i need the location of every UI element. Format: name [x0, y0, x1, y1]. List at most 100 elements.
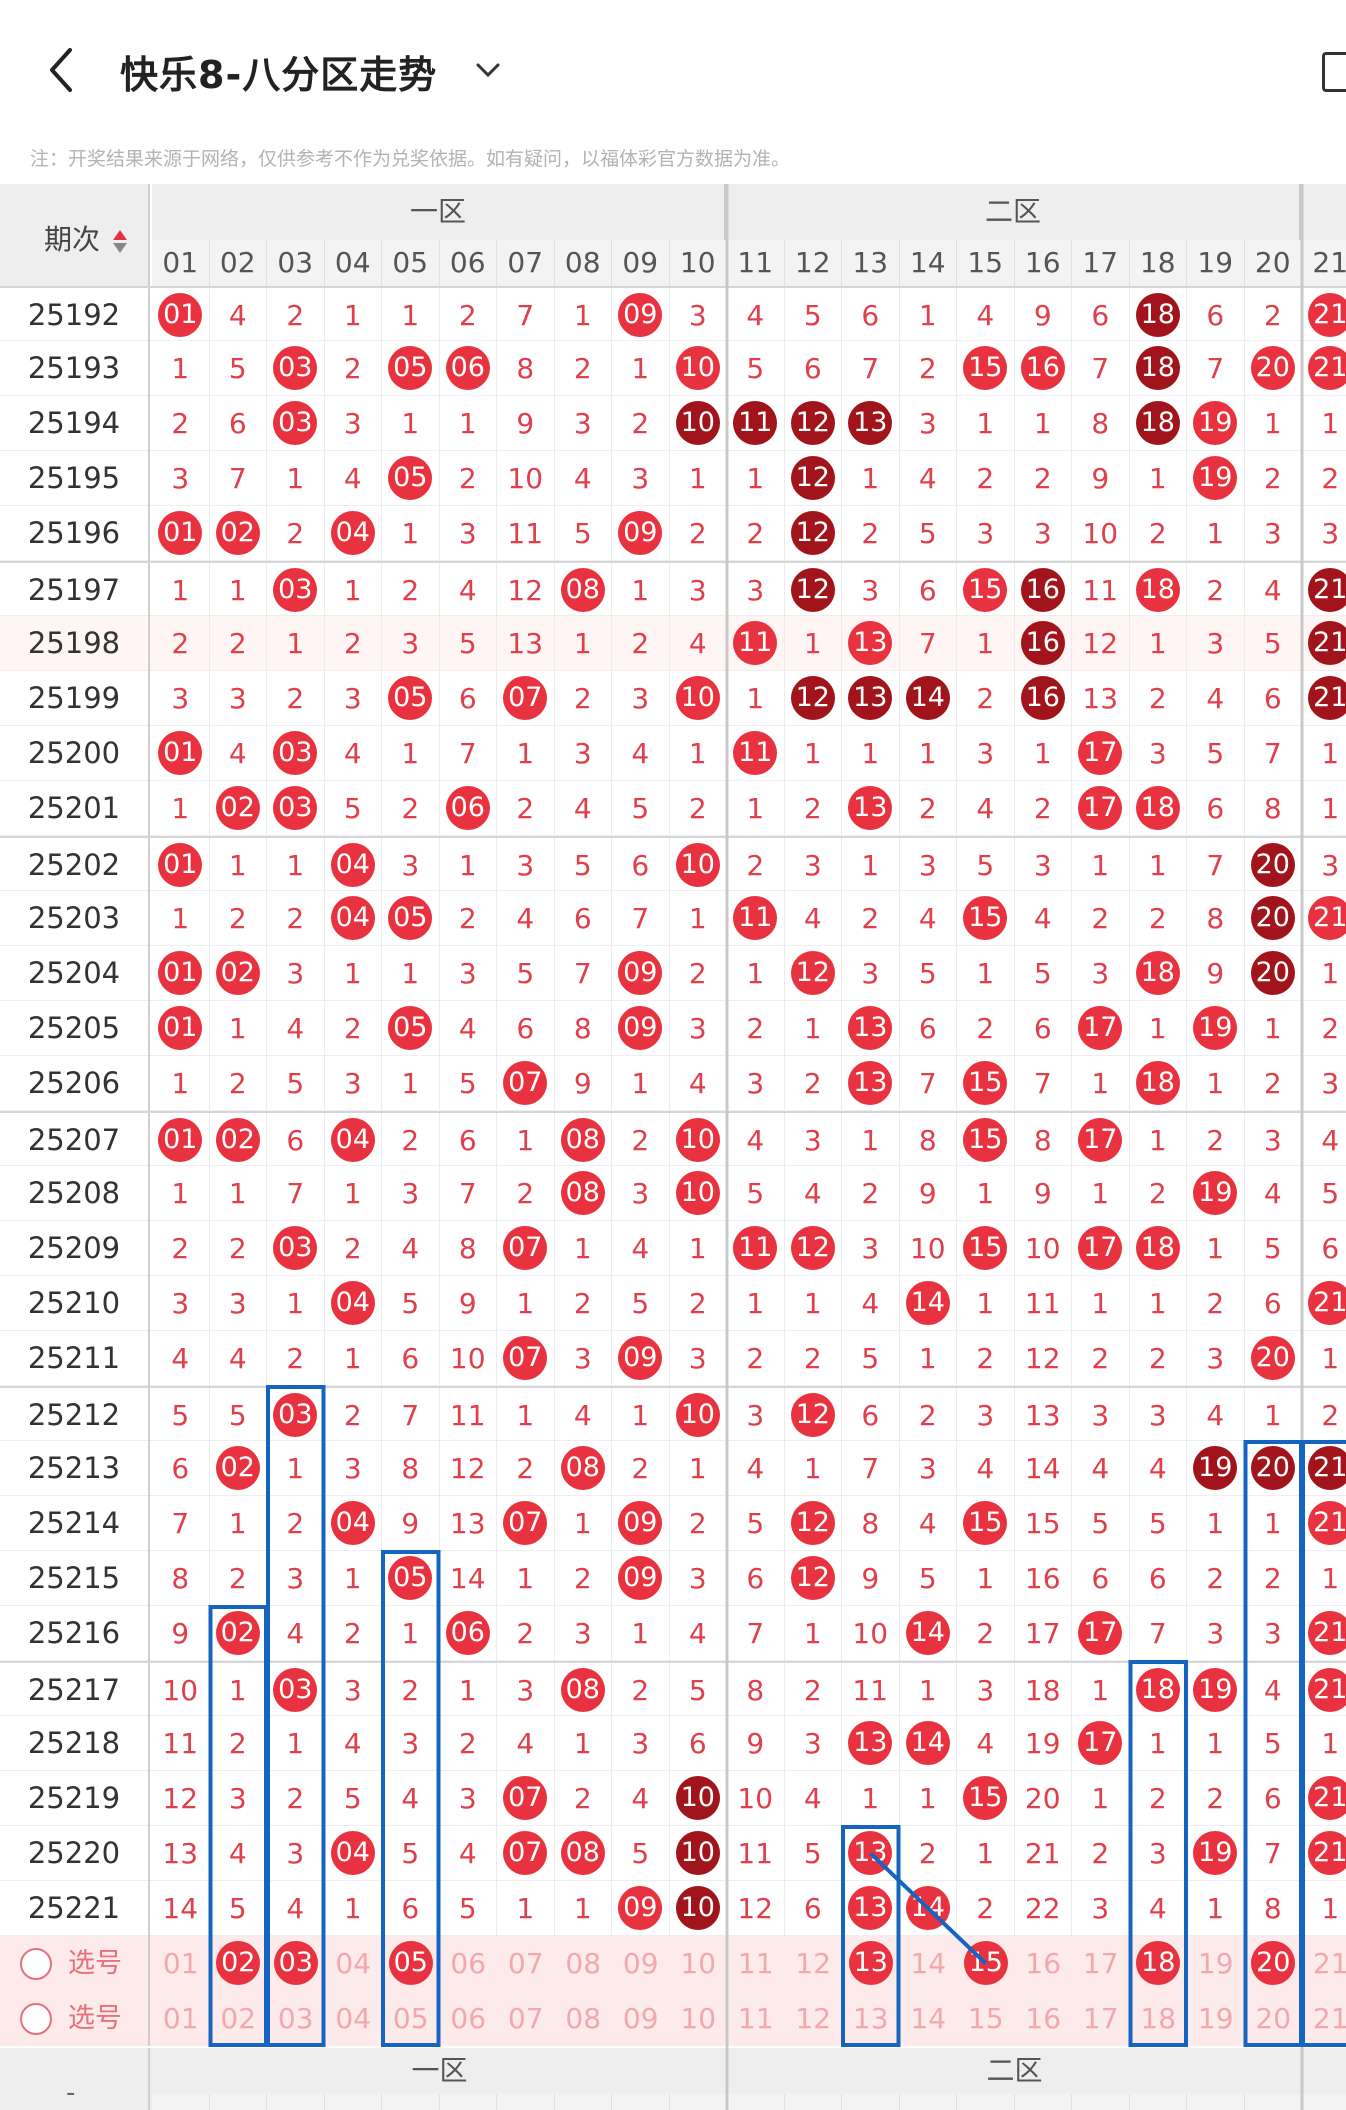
screen-icon[interactable]	[1322, 52, 1346, 92]
zone-header: 一区	[152, 184, 727, 240]
number-cell: 8	[382, 1441, 440, 1496]
selection-number[interactable]: 21	[1312, 1947, 1346, 1980]
number-cell: 5	[497, 946, 555, 1001]
radio-circle-icon[interactable]	[20, 1948, 52, 1980]
number-cell: 3	[1302, 1056, 1346, 1111]
selection-number[interactable]: 07	[507, 1947, 544, 1980]
selection-number[interactable]: 16	[1025, 2002, 1062, 2035]
number-cell: 2	[1130, 1331, 1187, 1386]
drawn-number-ball: 16	[1020, 568, 1065, 612]
number-cell: 1	[382, 396, 440, 451]
number-cell: 3	[325, 1663, 382, 1718]
drawn-number-ball: 03	[273, 346, 318, 390]
selection-number[interactable]: 20	[1255, 2002, 1292, 2035]
selection-number[interactable]: 09	[622, 2002, 659, 2035]
period-cell: 25206	[0, 1056, 150, 1111]
number-cell: 9	[555, 1056, 612, 1111]
number-cell: 1	[210, 1496, 267, 1551]
selection-number[interactable]: 20	[1245, 1936, 1303, 1991]
number-cell: 10	[842, 1606, 900, 1661]
number-header: 18	[1129, 240, 1187, 286]
selection-number[interactable]: 17	[1082, 2002, 1119, 2035]
drawn-number-ball: 01	[158, 1006, 203, 1050]
selection-number[interactable]: 05	[392, 2002, 429, 2035]
number-cell: 3	[382, 616, 440, 671]
drawn-number-ball: 21	[1308, 1446, 1346, 1490]
selection-number[interactable]: 05	[382, 1936, 440, 1991]
selection-number[interactable]: 04	[335, 2002, 372, 2035]
drawn-number-ball: 21	[1308, 896, 1346, 940]
number-cell: 22	[1015, 1881, 1072, 1936]
selection-number[interactable]: 18	[1140, 2002, 1177, 2035]
selection-number[interactable]: 15	[967, 2002, 1004, 2035]
footer-number-strip	[382, 2094, 440, 2110]
footer-number-strip	[209, 2094, 267, 2110]
selection-number[interactable]: 06	[450, 1947, 487, 1980]
selection-number[interactable]: 03	[267, 1936, 325, 1991]
number-cell: 2	[900, 1388, 957, 1443]
drawn-number-ball: 03	[273, 1941, 318, 1985]
period-cell: 25211	[0, 1331, 150, 1386]
number-cell: 8	[900, 1113, 957, 1168]
selection-number[interactable]: 14	[910, 2002, 947, 2035]
selection-label[interactable]: 选号	[0, 1991, 150, 2046]
number-cell: 01	[152, 1113, 210, 1168]
number-cell: 3	[1072, 946, 1130, 1001]
selection-number[interactable]: 16	[1025, 1947, 1062, 1980]
selection-number[interactable]: 07	[507, 2002, 544, 2035]
selection-number[interactable]: 03	[277, 2002, 314, 2035]
drawn-number-ball: 03	[273, 568, 318, 612]
number-cell: 3	[555, 726, 612, 781]
number-header: 21	[1302, 240, 1346, 286]
drawn-number-ball: 02	[215, 511, 260, 555]
selection-number[interactable]: 15	[957, 1936, 1015, 1991]
selection-label[interactable]: 选号	[0, 1936, 150, 1991]
number-cell: 3	[1245, 1606, 1302, 1661]
selection-number[interactable]: 12	[795, 2002, 832, 2035]
selection-number[interactable]: 19	[1197, 1947, 1234, 1980]
back-arrow-icon[interactable]	[42, 40, 82, 100]
selection-number[interactable]: 02	[210, 1936, 268, 1991]
number-cell: 11	[727, 1826, 785, 1881]
number-cell: 13	[842, 396, 900, 451]
number-header: 05	[382, 240, 440, 286]
number-cell: 1	[670, 451, 727, 506]
number-cell: 4	[1187, 671, 1245, 726]
selection-number[interactable]: 10	[680, 2002, 717, 2035]
selection-number[interactable]: 11	[737, 1947, 774, 1980]
chevron-down-icon[interactable]	[472, 50, 504, 90]
selection-number[interactable]: 08	[565, 2002, 602, 2035]
selection-number[interactable]: 10	[680, 1947, 717, 1980]
number-cell: 4	[382, 1771, 440, 1826]
number-cell: 8	[1072, 396, 1130, 451]
number-cell: 1	[1245, 1388, 1302, 1443]
number-cell: 2	[957, 1001, 1015, 1056]
selection-number[interactable]: 01	[162, 1947, 199, 1980]
selection-number[interactable]: 04	[335, 1947, 372, 1980]
number-cell: 10	[670, 671, 727, 726]
radio-circle-icon[interactable]	[20, 2003, 52, 2035]
sort-icon[interactable]	[112, 229, 127, 253]
number-cell: 2	[612, 1113, 670, 1168]
number-cell: 4	[612, 726, 670, 781]
selection-number[interactable]: 12	[795, 1947, 832, 1980]
period-column-header[interactable]: 期次	[0, 184, 150, 286]
selection-number[interactable]: 09	[622, 1947, 659, 1980]
number-cell: 13	[842, 1001, 900, 1056]
selection-number[interactable]: 21	[1312, 2002, 1346, 2035]
selection-number[interactable]: 19	[1197, 2002, 1234, 2035]
selection-number[interactable]: 08	[565, 1947, 602, 1980]
selection-number[interactable]: 02	[220, 2002, 257, 2035]
selection-number[interactable]: 06	[450, 2002, 487, 2035]
selection-number[interactable]: 17	[1082, 1947, 1119, 1980]
number-header: 09	[612, 240, 670, 286]
selection-number[interactable]: 11	[737, 2002, 774, 2035]
page-title[interactable]: 快乐8-八分区走势	[120, 53, 438, 97]
drawn-number-ball: 01	[158, 293, 203, 337]
selection-number[interactable]: 14	[910, 1947, 947, 1980]
selection-number[interactable]: 18	[1130, 1936, 1188, 1991]
selection-number[interactable]: 13	[842, 1936, 900, 1991]
number-cell: 02	[210, 1606, 267, 1661]
selection-number[interactable]: 01	[162, 2002, 199, 2035]
selection-number[interactable]: 13	[852, 2002, 889, 2035]
